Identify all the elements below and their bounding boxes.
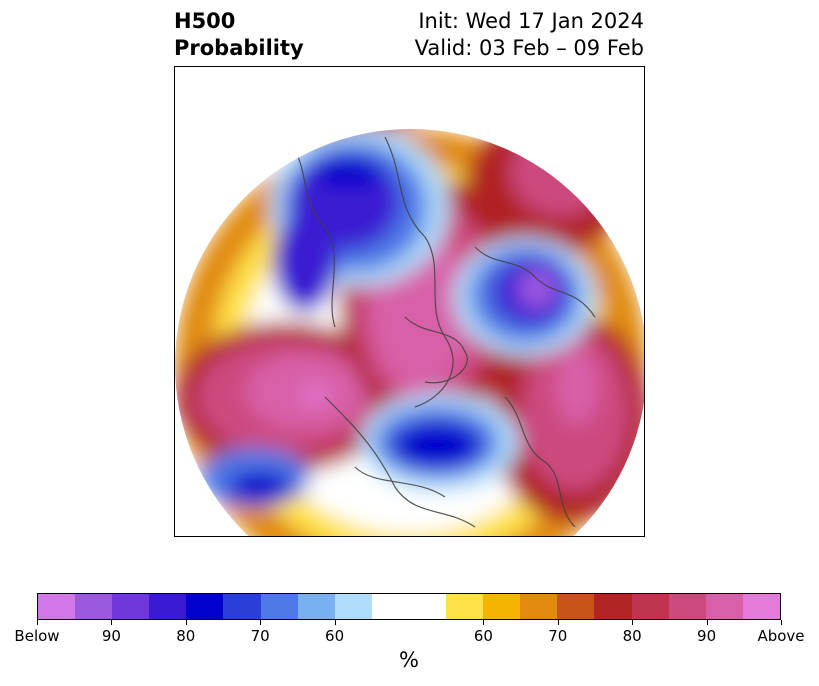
colorbar-cell: [223, 594, 261, 619]
valid-range: Valid: 03 Feb – 09 Feb: [414, 36, 644, 60]
probability-map: [175, 129, 644, 536]
colorbar-tick-label: 80: [176, 627, 196, 645]
colorbar-tickmark: [781, 620, 782, 625]
colorbar-cell: [668, 594, 706, 619]
colorbar: [37, 593, 781, 620]
colorbar-cell: [483, 594, 521, 619]
colorbar-tickmark: [706, 620, 708, 625]
colorbar-tick-label: 70: [250, 627, 270, 645]
colorbar-cell: [742, 594, 780, 619]
colorbar-cell: [557, 594, 595, 619]
colorbar-tickmark: [632, 620, 634, 625]
colorbar-cell: [594, 594, 632, 619]
colorbar-unit-label: %: [399, 648, 419, 672]
colorbar-cell: [38, 594, 76, 619]
colorbar-tick-label: 80: [622, 627, 642, 645]
colorbar-tick-label: 60: [325, 627, 345, 645]
colorbar-cell: [186, 594, 224, 619]
title-left: H500 Probability: [174, 8, 304, 62]
colorbar-cell: [260, 594, 298, 619]
colorbar-tickmark: [185, 620, 187, 625]
colorbar-tickmark: [111, 620, 113, 625]
colorbar-tickmark: [37, 620, 38, 625]
map-panel: [174, 66, 645, 537]
colorbar-cell: [112, 594, 150, 619]
colorbar-cell: [446, 594, 484, 619]
colorbar-cell: [149, 594, 187, 619]
title-variable: H500: [174, 9, 236, 33]
colorbar-tick-label: Below: [14, 627, 60, 645]
colorbar-cell: [705, 594, 743, 619]
colorbar-cell: [371, 594, 409, 619]
title-right: Init: Wed 17 Jan 2024 Valid: 03 Feb – 09…: [415, 8, 644, 62]
colorbar-tickmark: [260, 620, 262, 625]
colorbar-cell: [75, 594, 113, 619]
colorbar-cell: [297, 594, 335, 619]
init-date: Init: Wed 17 Jan 2024: [418, 9, 644, 33]
colorbar-tick-label: Above: [757, 627, 805, 645]
colorbar-tick-label: 90: [697, 627, 717, 645]
colorbar-tickmark: [557, 620, 559, 625]
colorbar-cell: [520, 594, 558, 619]
colorbar-cell: [408, 594, 447, 619]
colorbar-cell: [334, 594, 372, 619]
colorbar-tick-label: 70: [548, 627, 568, 645]
colorbar-tick-label: 90: [101, 627, 121, 645]
title-product: Probability: [174, 36, 304, 60]
colorbar-tick-label: 60: [473, 627, 493, 645]
colorbar-cell: [631, 594, 669, 619]
colorbar-tickmark: [483, 620, 485, 625]
colorbar-tickmark: [334, 620, 336, 625]
